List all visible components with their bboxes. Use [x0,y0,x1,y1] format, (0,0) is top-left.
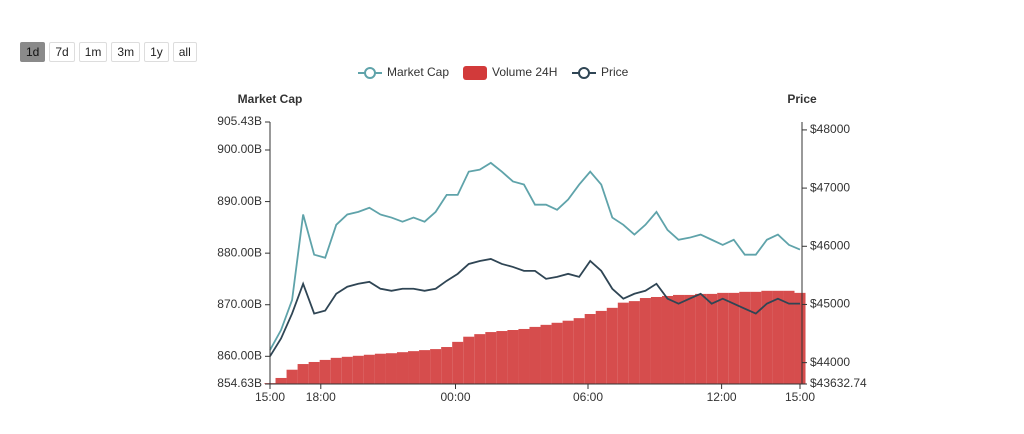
volume-bar [308,361,320,384]
volume-bar [728,292,740,384]
legend-swatch [463,66,487,80]
x-tick-label: 18:00 [306,390,336,404]
line-series [269,258,800,357]
volume-bar [330,357,342,384]
volume-bar [319,359,331,384]
y-tick-label: 890.00B [217,194,262,208]
volume-bar [474,334,486,384]
y-axis-title: Market Cap [238,92,303,106]
volume-bar [540,324,552,384]
volume-bar [374,353,386,384]
volume-bar [408,351,420,384]
y2-tick-label: $45000 [810,297,850,311]
volume-bar [297,364,309,384]
y2-tick-label: $44000 [810,355,850,369]
y2-tick-label: $43632.74 [810,376,867,390]
volume-bar [772,290,784,384]
range-button[interactable]: 1y [144,42,169,62]
volume-bar [684,294,696,384]
volume-bar [441,347,453,384]
legend-item: Price [572,65,629,79]
volume-bar [485,332,497,384]
range-button[interactable]: 7d [49,42,75,62]
volume-bar [396,352,409,384]
volume-bar [750,291,762,384]
volume-bar [419,350,431,384]
y2-tick-label: $48000 [810,122,850,136]
y-tick-label: 854.63B [217,376,262,390]
volume-bar [761,290,773,384]
range-button[interactable]: 1d [20,42,46,62]
y2-tick-label: $46000 [810,238,850,252]
volume-bar [584,314,596,384]
y2-axis-title: Price [787,92,817,106]
volume-bar [352,355,364,384]
volume-bar [794,292,806,384]
volume-bar [452,341,464,384]
y2-tick-label: $47000 [810,180,850,194]
volume-bar [430,349,442,384]
line-series [269,161,801,351]
volume-bar [639,298,651,384]
volume-bar [463,336,475,384]
x-tick-label: 12:00 [707,390,737,404]
x-tick-label: 15:00 [785,390,815,404]
legend-item: Market Cap [358,65,449,79]
x-tick-label: 15:00 [255,390,285,404]
y-tick-label: 900.00B [217,142,262,156]
volume-bar [286,369,298,384]
volume-bar [341,356,353,384]
y-tick-label: 860.00B [217,348,262,362]
x-tick-label: 06:00 [573,390,603,404]
volume-bar [695,293,707,384]
legend-swatch [364,67,376,79]
volume-bar [385,353,397,384]
y-tick-label: 870.00B [217,297,262,311]
volume-bar [661,295,674,384]
y-tick-label: 880.00B [217,245,262,259]
range-button[interactable]: all [172,42,197,62]
legend-label: Price [601,65,629,79]
volume-bar [573,318,585,384]
volume-bar [496,331,508,384]
x-tick-label: 00:00 [440,390,470,404]
range-button[interactable]: 1m [78,42,108,62]
volume-bar [275,377,287,384]
legend-label: Volume 24H [492,65,557,79]
volume-bar [717,292,729,384]
volume-bar [529,326,541,384]
range-selector: 1d 7d 1m 3m 1y all [20,42,197,62]
volume-bar [783,290,795,384]
volume-bar [617,302,629,384]
volume-bar [562,320,574,384]
volume-bar [606,307,618,384]
volume-bar [673,294,685,384]
volume-bar [595,310,607,384]
volume-bar [518,328,530,384]
volume-bar [739,291,751,384]
volume-bar [507,330,519,384]
volume-bar [363,354,375,384]
legend-swatch [578,67,590,79]
y-tick-label: 905.43B [217,114,262,128]
volume-bar [628,301,640,384]
range-button[interactable]: 3m [111,42,141,62]
volume-bar [650,296,662,384]
legend-item: Volume 24H [463,65,557,80]
volume-bar [706,293,718,384]
legend-label: Market Cap [387,65,449,79]
volume-bar [551,322,563,384]
